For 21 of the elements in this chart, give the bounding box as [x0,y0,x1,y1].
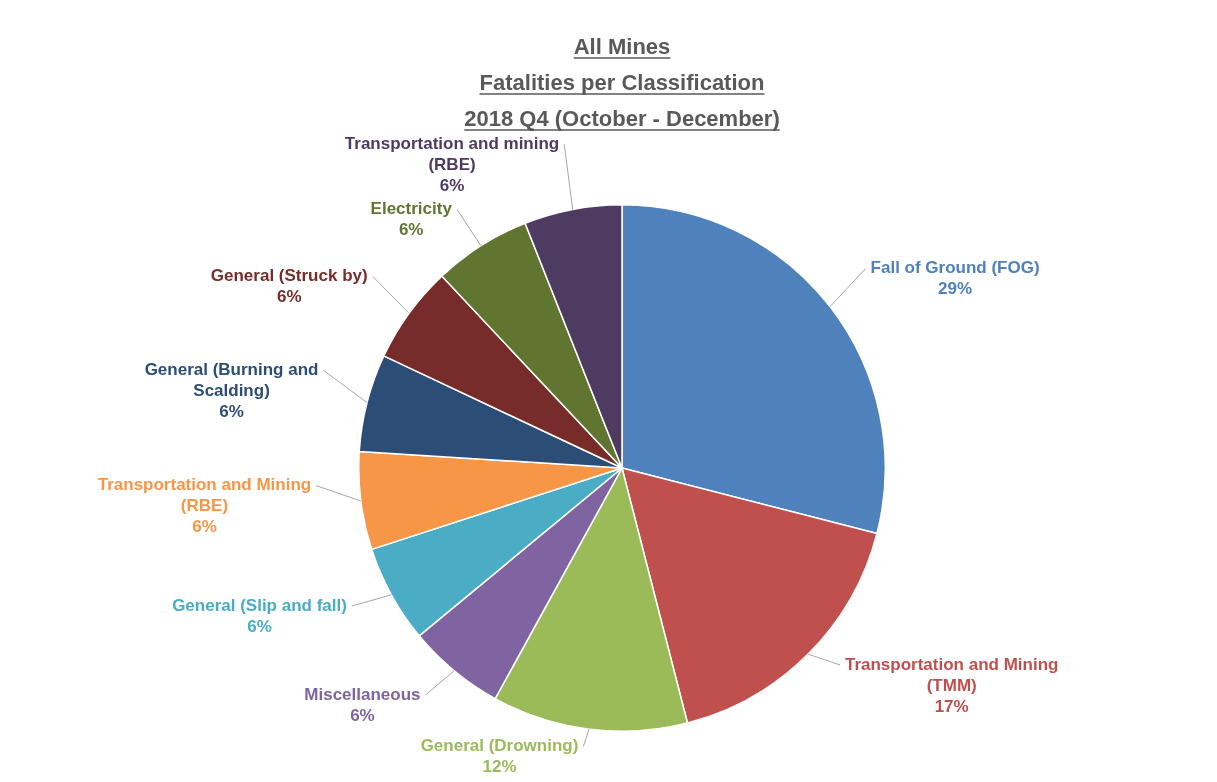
data-label: 6% [247,616,272,636]
data-label: 6% [276,287,302,306]
slice-label: Fall of Ground (FOG) [870,258,1040,278]
chart-title: All Mines Fatalities per Classification 2018 Q4 (October - December) [464,34,780,131]
data-label: 17% [934,696,969,716]
slice-label: General (Struck by) [210,266,368,285]
slice-label: Transportation and Mining (RBE) [97,475,312,516]
data-label: 29% [938,279,973,299]
slice-label: General (Drowning) [420,736,579,756]
data-label: 6% [192,517,217,537]
data-label: 6% [439,175,465,195]
data-label: 6% [350,705,375,725]
slice-label: Transportation and Mining (TMM) [844,654,1059,695]
data-label: 12% [482,757,517,777]
data-label: 6% [219,402,244,422]
slice-label: Electricity [370,198,453,218]
data-label: 6% [398,219,424,239]
slice-label: General (Slip and fall) [172,595,347,615]
slice-label: Transportation and mining (RBE) [344,133,560,174]
slice-label: Miscellaneous [304,684,421,704]
slice-label: General (Burning and Scalding) [144,360,319,401]
